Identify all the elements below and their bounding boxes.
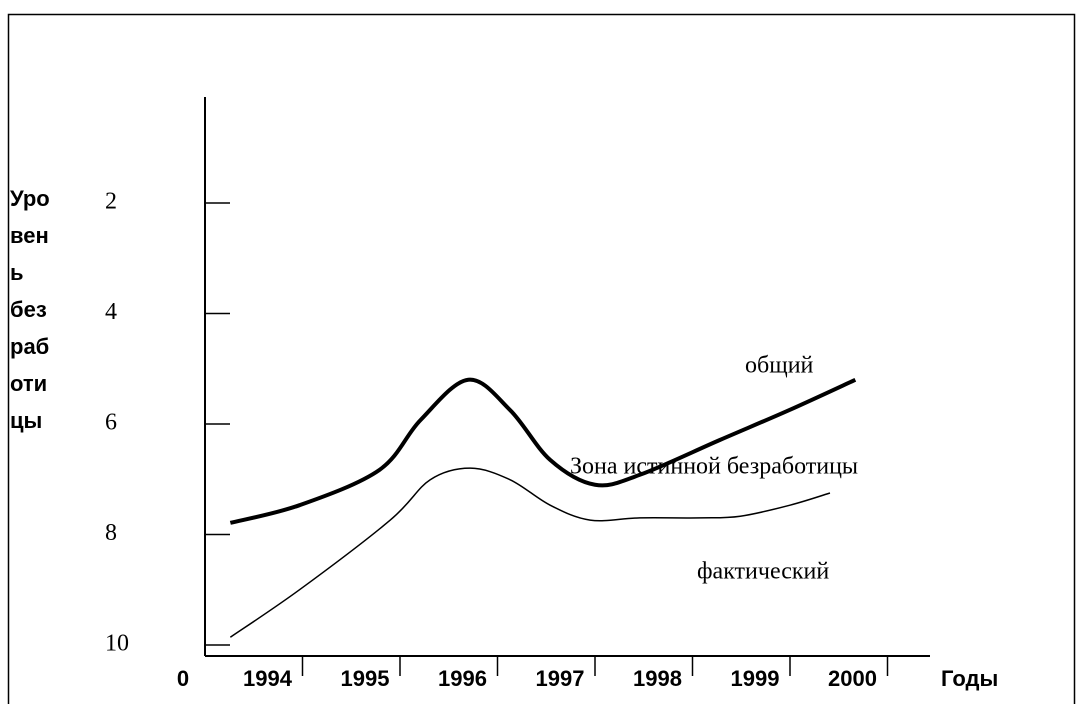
y-axis-label: оти xyxy=(10,371,47,396)
x-tick-label: 1994 xyxy=(243,666,293,691)
line xyxy=(229,377,857,525)
series-label: фактический xyxy=(697,559,829,585)
x-axis-label: Годы xyxy=(941,666,998,691)
x-tick-label: 1996 xyxy=(438,666,487,691)
y-axis-label: ь xyxy=(10,260,24,285)
x-tick-label: 1998 xyxy=(633,666,682,691)
y-axis-label: вен xyxy=(10,223,49,248)
y-axis-label: Уро xyxy=(10,186,50,211)
annotation: Зона истинной безработицы xyxy=(570,454,858,480)
series-label: общий xyxy=(745,353,814,379)
x-tick-label: 1999 xyxy=(731,666,780,691)
y-axis-label: цы xyxy=(10,408,42,433)
y-axis-label: без xyxy=(10,297,47,322)
x-tick-label: 2000 xyxy=(828,666,877,691)
x-tick-label: 0 xyxy=(177,666,189,691)
line xyxy=(229,467,831,638)
y-axis-label: раб xyxy=(10,334,49,359)
x-tick-label: 1995 xyxy=(341,666,390,691)
frame xyxy=(7,13,1076,704)
y-tick-label: 10 xyxy=(105,630,129,656)
x-tick-label: 1997 xyxy=(536,666,585,691)
y-tick-label: 2 xyxy=(105,188,117,214)
y-tick-label: 6 xyxy=(105,409,117,435)
y-tick-label: 4 xyxy=(105,299,117,325)
y-tick-label: 8 xyxy=(105,520,117,546)
